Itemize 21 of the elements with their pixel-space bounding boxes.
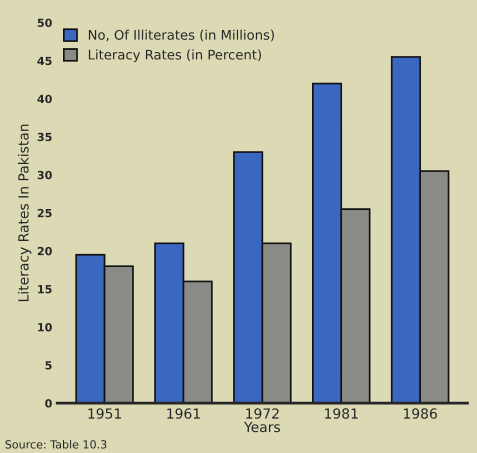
y-tick-label: 20 [38,246,52,256]
y-tick-label: 50 [38,18,52,28]
legend-label: Literacy Rates (in Percent) [88,49,261,62]
x-tick-label: 1986 [404,408,437,419]
y-tick-label: 25 [38,208,52,218]
x-tick-label: 1951 [88,408,121,419]
y-axis-title: Literacy Rates In Pakistan [18,124,32,302]
y-tick-label: 35 [38,132,52,142]
x-tick-label: 1972 [246,408,279,419]
y-tick-label: 5 [46,361,52,370]
source-note: Source: Table 10.3 [6,440,106,449]
x-axis-title: Years [244,422,280,432]
legend-label: No, Of Illiterates (in Millions) [88,30,274,42]
y-tick-label: 40 [37,94,52,104]
y-tick-label: 15 [38,285,52,294]
y-tick-label: 30 [38,170,52,180]
x-tick-label: 1981 [325,408,358,419]
y-tick-label: 10 [38,323,52,332]
x-tick-label: 1961 [167,408,200,419]
y-tick-label: 0 [45,399,52,408]
y-tick-label: 45 [37,56,52,66]
